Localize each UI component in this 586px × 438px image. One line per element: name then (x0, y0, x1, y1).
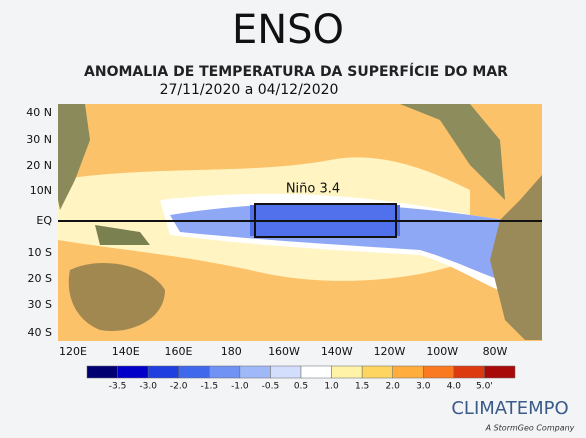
colorbar-label: -1.5 (201, 382, 219, 392)
lon-label: 120W (374, 345, 406, 358)
lon-label: 160E (165, 345, 193, 358)
nino34-box (254, 203, 397, 238)
color-swatch (147, 365, 179, 379)
lat-label: 30 N (26, 133, 52, 146)
colorbar-label: 0.5 (294, 382, 308, 392)
lat-label: 40 N (26, 106, 52, 119)
color-swatch (86, 365, 118, 379)
logo-name: CLIMATEMPO (451, 398, 568, 419)
color-swatch (484, 365, 516, 379)
lon-label: 100W (426, 345, 458, 358)
color-swatch (392, 365, 424, 379)
lon-label: 140E (112, 345, 140, 358)
subtitle: ANOMALIA DE TEMPERATURA DA SUPERFÍCIE DO… (84, 63, 508, 80)
colorbar-label: 1.0 (324, 382, 339, 392)
color-swatch (178, 365, 210, 379)
new-guinea (95, 225, 150, 245)
asia (58, 104, 90, 210)
lon-labels: 120E 140E 160E 180 160W 140W 120W 100W 80W (59, 345, 508, 358)
lat-label: 40 S (28, 326, 52, 339)
lat-label: 20 N (26, 159, 52, 172)
color-swatch (453, 365, 485, 379)
lat-label: 10N (30, 184, 52, 197)
australia (68, 262, 165, 331)
colorbar-label: 4.0 (447, 382, 462, 392)
color-swatch (423, 365, 455, 379)
color-swatch (239, 365, 271, 379)
colorbar-label: 2.0 (386, 382, 401, 392)
colorbar-label: -3.5 (109, 382, 127, 392)
color-swatch (270, 365, 302, 379)
lon-label: 180 (221, 345, 242, 358)
color-swatch (209, 365, 241, 379)
colorbar-label: 1.5 (355, 382, 369, 392)
lon-label: 120E (59, 345, 87, 358)
colorbar-label: -2.0 (170, 382, 188, 392)
lon-label: 160W (268, 345, 300, 358)
lat-label: 20 S (28, 272, 52, 285)
color-swatch (300, 365, 332, 379)
logo-tagline: A StormGeo Company (485, 424, 575, 433)
colorbar-label: 5.0' (476, 382, 493, 392)
colorbar-label: -0.5 (262, 382, 280, 392)
colorbar-label: 3.0 (416, 382, 431, 392)
lat-label: 10 S (28, 246, 52, 259)
color-swatch (117, 365, 149, 379)
lon-label: 80W (483, 345, 508, 358)
lat-labels: 40 N 30 N 20 N 10N EQ 10 S 20 S 30 S 40 S (26, 106, 52, 339)
map: Niño 3.4 (58, 104, 542, 341)
period: 27/11/2020 a 04/12/2020 (160, 82, 339, 98)
lon-label: 140W (321, 345, 353, 358)
region-label: Niño 3.4 (286, 182, 340, 197)
colorbar-label: -3.0 (139, 382, 157, 392)
colorbar-label: -1.0 (231, 382, 249, 392)
title: ENSO (232, 7, 344, 53)
lat-label: 30 S (28, 298, 52, 311)
north-america (400, 104, 505, 200)
colorbar: -3.5 -3.0 -2.0 -1.5 -1.0 -0.5 0.5 1.0 1.5 2.0 3.0 4… (86, 365, 516, 392)
color-swatch (331, 365, 363, 379)
lat-label: EQ (36, 214, 52, 227)
color-swatch (361, 365, 393, 379)
